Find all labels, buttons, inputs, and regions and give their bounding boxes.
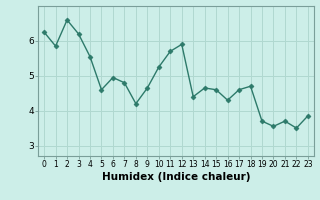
X-axis label: Humidex (Indice chaleur): Humidex (Indice chaleur) [102,172,250,182]
